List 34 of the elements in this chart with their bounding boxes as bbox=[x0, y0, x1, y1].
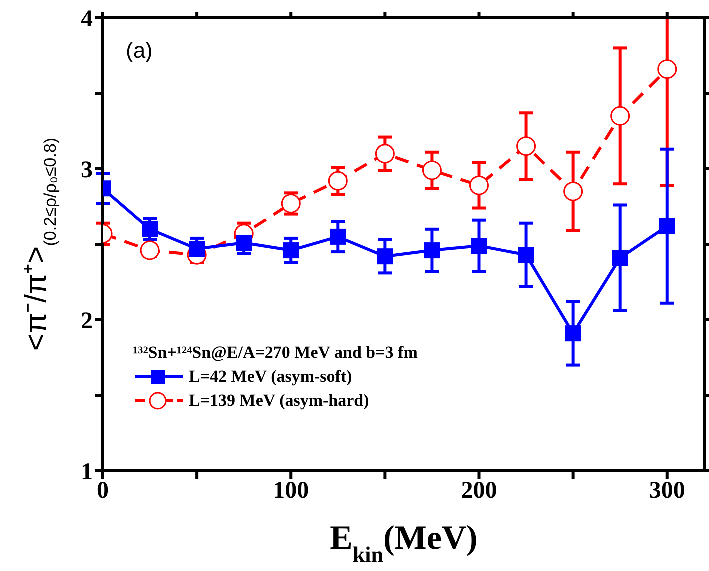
point bbox=[330, 228, 346, 245]
point bbox=[659, 218, 676, 234]
legend-title: ¹³²Sn+¹²⁴Sn@E/A=270 MeV and b=3 fm bbox=[133, 343, 418, 362]
x-tick-label: 200 bbox=[461, 478, 498, 504]
point bbox=[328, 171, 348, 191]
annotation: (a) bbox=[126, 38, 153, 63]
point bbox=[471, 238, 488, 254]
point bbox=[375, 144, 395, 164]
point bbox=[516, 136, 536, 156]
point bbox=[236, 234, 252, 251]
point bbox=[564, 182, 584, 202]
legend-label: L=139 MeV (asym-hard) bbox=[189, 390, 370, 412]
point bbox=[189, 241, 206, 258]
point bbox=[565, 326, 582, 342]
x-tick-label: 0 bbox=[97, 478, 109, 504]
point bbox=[142, 221, 158, 238]
point bbox=[377, 248, 394, 265]
point bbox=[518, 247, 534, 264]
point bbox=[610, 106, 630, 126]
legend-label: L=42 MeV (asym-soft) bbox=[189, 366, 352, 388]
point bbox=[658, 60, 678, 80]
y-tick-label: 1 bbox=[81, 460, 93, 486]
point bbox=[424, 242, 440, 259]
y-tick-label: 2 bbox=[81, 308, 93, 335]
x-tick-label: 100 bbox=[273, 478, 310, 504]
point bbox=[470, 176, 489, 196]
x-tick-label: 300 bbox=[649, 478, 686, 504]
y-tick-label: 3 bbox=[81, 158, 93, 184]
point bbox=[612, 250, 628, 266]
point bbox=[283, 242, 300, 259]
x-axis-title: E$_{kin}$(MeV) bbox=[330, 520, 478, 566]
point bbox=[422, 160, 442, 180]
y-tick-label: 4 bbox=[81, 6, 93, 33]
point bbox=[140, 240, 160, 260]
